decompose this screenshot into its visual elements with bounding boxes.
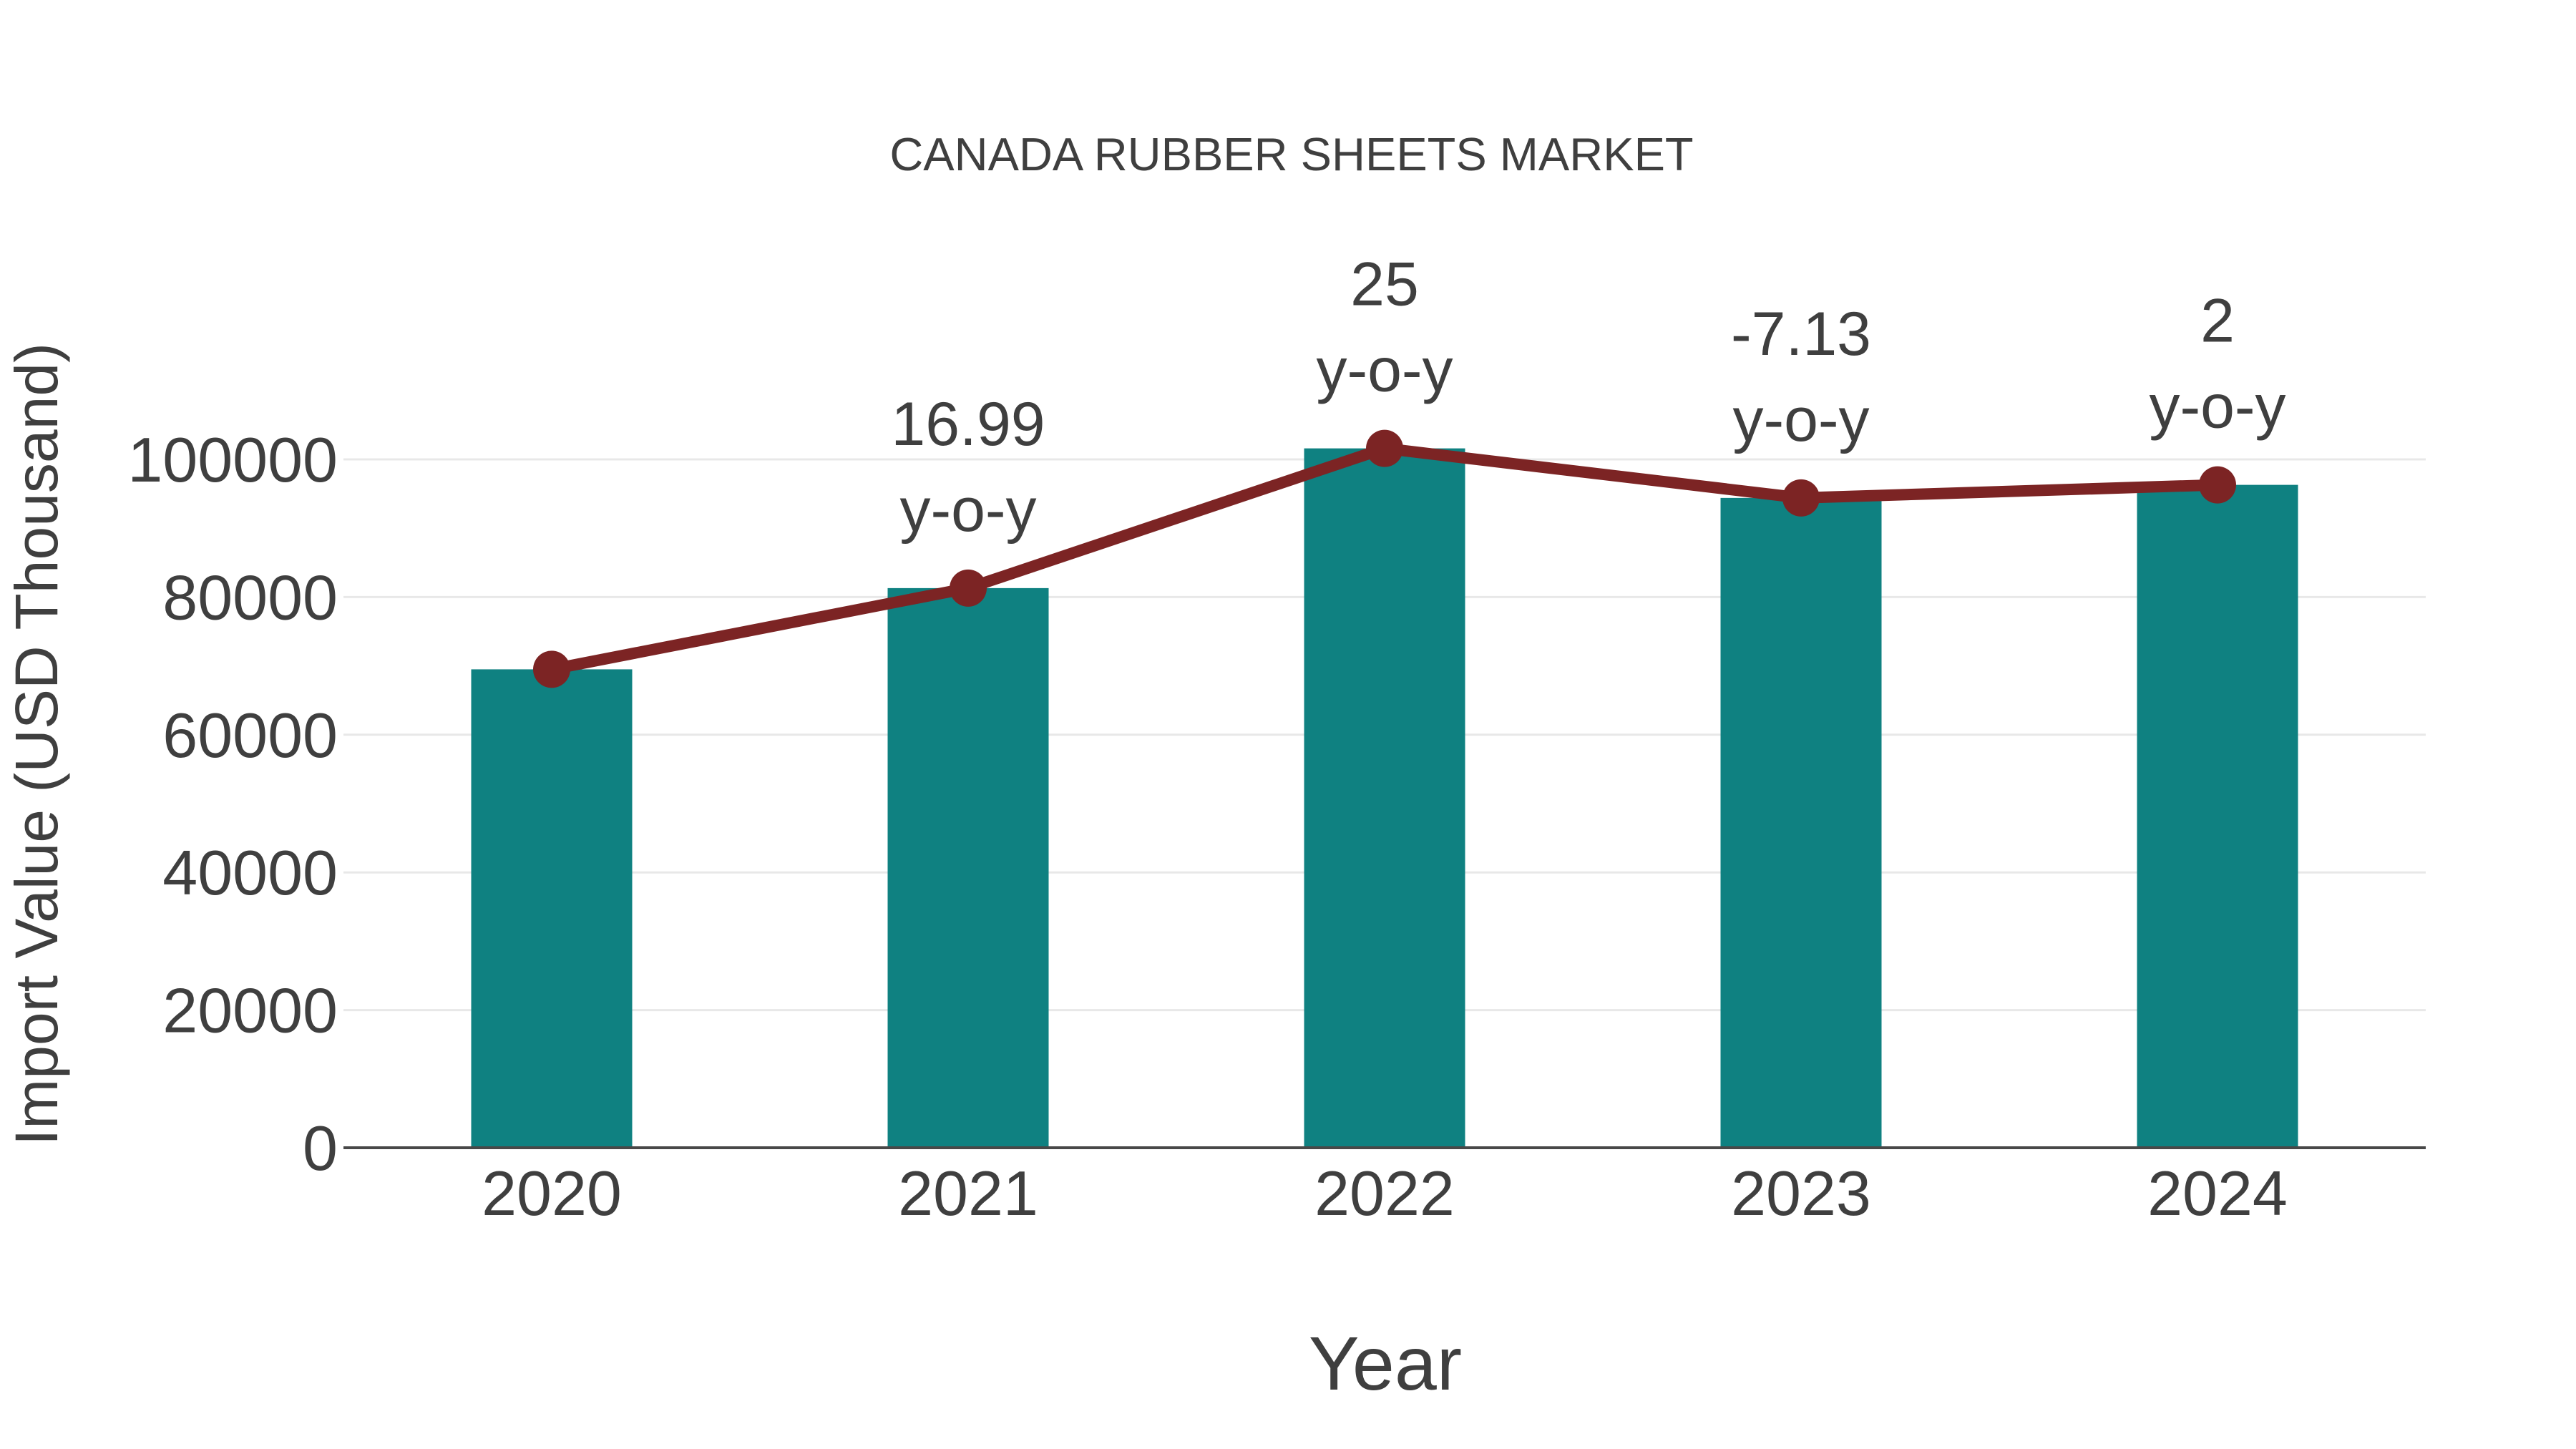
annotation-2022-suffix: y-o-y <box>1316 336 1453 405</box>
bar-2024 <box>2137 484 2298 1148</box>
marker-2024 <box>2199 466 2236 504</box>
y-tick-label-80000: 80000 <box>162 562 338 633</box>
annotation-2023-value: -7.13 <box>1731 300 1871 369</box>
annotations-layer: 16.99 y-o-y 25 y-o-y -7.13 y-o-y 2 y-o-y <box>891 250 2285 545</box>
marker-2020 <box>533 650 570 688</box>
bar-2022 <box>1304 448 1465 1148</box>
x-tick-label-2023: 2023 <box>1731 1158 1871 1229</box>
marker-2023 <box>1782 479 1820 517</box>
annotation-2024-suffix: y-o-y <box>2149 373 2285 441</box>
x-tick-label-2021: 2021 <box>898 1158 1038 1229</box>
y-tick-label-20000: 20000 <box>162 975 338 1046</box>
y-tick-label-40000: 40000 <box>162 837 338 908</box>
x-tick-label-2024: 2024 <box>2147 1158 2288 1229</box>
bars-layer <box>471 448 2298 1148</box>
annotation-2021-suffix: y-o-y <box>899 476 1036 545</box>
bar-2021 <box>887 587 1049 1148</box>
annotation-2023-suffix: y-o-y <box>1732 386 1869 454</box>
y-tick-label-100000: 100000 <box>127 424 338 495</box>
marker-2022 <box>1366 429 1403 467</box>
x-axis-title: Year <box>1309 1322 1462 1406</box>
marker-2021 <box>950 569 987 607</box>
y-tick-label-0: 0 <box>303 1113 338 1184</box>
annotation-2024-value: 2 <box>2200 287 2235 356</box>
bar-2023 <box>1720 497 1882 1148</box>
chart-title: CANADA RUBBER SHEETS MARKET <box>889 128 1693 180</box>
annotation-2022-value: 25 <box>1350 250 1419 319</box>
y-axis-title: Import Value (USD Thousand) <box>3 343 70 1146</box>
trend-line-layer <box>533 429 2236 688</box>
annotation-2021-value: 16.99 <box>891 390 1045 459</box>
y-tick-label-60000: 60000 <box>162 700 338 771</box>
tick-labels-layer: 0 20000 40000 60000 80000 100000 2020 2021 2022 2… <box>127 424 2288 1229</box>
x-tick-label-2020: 2020 <box>482 1158 622 1229</box>
bar-2020 <box>471 669 633 1148</box>
x-tick-label-2022: 2022 <box>1314 1158 1455 1229</box>
